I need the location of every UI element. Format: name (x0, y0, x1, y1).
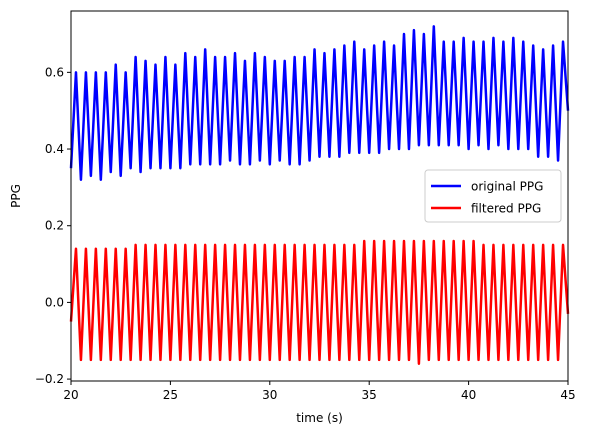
x-tick-label: 20 (63, 388, 78, 402)
legend-label-filtered: filtered PPG (471, 202, 541, 216)
y-axis-label: PPG (9, 184, 23, 208)
legend: original PPG filtered PPG (424, 169, 562, 223)
y-tick-label: 0.4 (45, 142, 64, 156)
y-tick-label: 0.6 (45, 65, 64, 79)
x-tick-label: 25 (163, 388, 178, 402)
y-tick-label: 0.2 (45, 219, 64, 233)
x-tick-label: 40 (461, 388, 476, 402)
y-tick-label: −0.2 (35, 372, 64, 386)
series-line-0 (69, 25, 570, 181)
series-line-1 (69, 239, 570, 365)
x-axis-label: time (s) (296, 411, 343, 425)
x-tick-label: 30 (262, 388, 277, 402)
y-tick-label: 0.0 (45, 295, 64, 309)
x-axis: 20 25 30 35 40 45 (63, 381, 576, 402)
series-layer (69, 25, 570, 365)
x-tick-label: 35 (362, 388, 377, 402)
y-axis: −0.2 0.0 0.2 0.4 0.6 (35, 65, 71, 386)
plot-frame (70, 10, 569, 382)
x-tick-label: 45 (560, 388, 575, 402)
legend-label-original: original PPG (471, 180, 543, 194)
